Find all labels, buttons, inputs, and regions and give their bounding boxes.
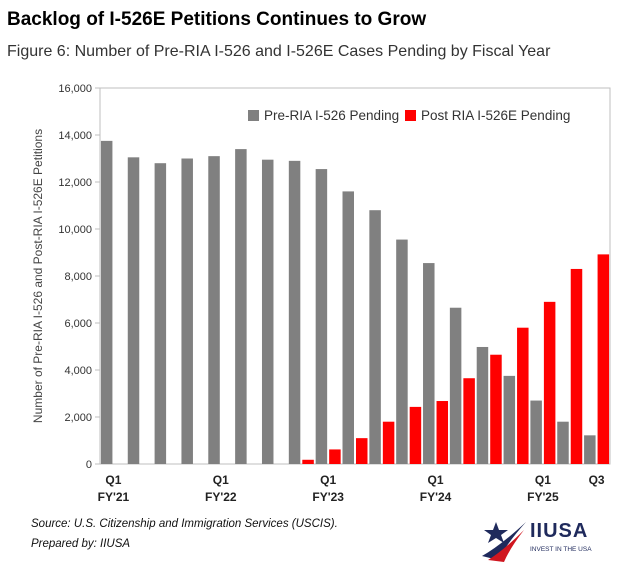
pre-ria-bar [288,160,301,464]
pre-ria-bar [342,191,354,464]
prepared-by-note: Prepared by: IIUSA [31,538,131,550]
logo-wordmark: IIUSA [530,520,589,542]
y-tick-label: 0 [86,459,92,471]
post-ria-bar [382,421,395,464]
y-tick-label: 10,000 [58,224,92,236]
post-ria-bar [463,378,475,464]
pre-ria-bar [476,346,489,464]
post-ria-bar [517,327,529,464]
pre-ria-bar [154,163,167,464]
post-ria-bar [302,459,314,464]
post-ria-bar [490,354,502,464]
post-ria-bar [543,301,556,464]
pre-ria-bar [449,307,462,464]
pre-ria-bar [208,156,220,464]
y-axis-label: Number of Pre-RIA I-526 and Post-RIA I-5… [31,129,45,423]
pre-ria-bar [235,149,247,464]
chart-headline: Backlog of I-526E Petitions Continues to… [7,9,427,30]
source-note: Source: U.S. Citizenship and Immigration… [31,518,338,530]
post-ria-bar [570,268,583,464]
pre-ria-bar [369,210,381,464]
x-tick-label: Q1 [535,473,551,487]
y-tick-label: 12,000 [58,177,92,189]
y-tick-label: 2,000 [64,412,92,424]
x-tick-label: Q1 [320,473,336,487]
pre-ria-bar [423,263,435,464]
star-swoosh-icon [482,522,526,562]
y-tick-label: 14,000 [58,130,92,142]
y-tick-label: 4,000 [64,365,92,377]
post-ria-bar [597,254,610,464]
pre-ria-bar [127,157,140,464]
post-ria-bar [436,401,449,464]
figure-caption: Figure 6: Number of Pre-RIA I-526 and I-… [7,43,551,60]
logo-tagline: INVEST IN THE USA [530,546,592,553]
pre-ria-bar [503,375,516,464]
chart-container: 0 2,000 4,000 6,000 8,000 10,000 12,000 14,000 1… [0,75,625,515]
y-tick-label: 16,000 [58,83,92,95]
pre-ria-bar [530,400,542,464]
pre-ria-bar [261,159,274,465]
legend-label-pre-ria: Pre-RIA I-526 Pending [264,108,399,123]
x-tick-label-year: FY'21 [98,490,130,504]
pre-ria-bar [396,239,408,464]
x-tick-label: Q3 [589,473,605,487]
y-tick-label: 6,000 [64,318,92,330]
post-ria-bar [329,449,341,464]
bar-chart: 0 2,000 4,000 6,000 8,000 10,000 12,000 14,000 1… [31,83,611,504]
pre-ria-bar [584,435,596,464]
post-ria-bar [356,438,368,464]
post-ria-bar [409,406,422,464]
x-tick-label-year: FY'24 [420,490,452,504]
y-tick-label: 8,000 [64,271,92,283]
pre-ria-bar [315,169,328,464]
legend-swatch-pre-ria [248,110,259,121]
pre-ria-bar [100,140,113,464]
x-tick-label: Q1 [213,473,229,487]
x-tick-label-year: FY'22 [205,490,237,504]
x-tick-label: Q1 [105,473,121,487]
x-tick-label-year: FY'23 [312,490,344,504]
x-tick-label: Q1 [428,473,444,487]
pre-ria-bar [557,421,569,464]
legend-label-post-ria: Post RIA I-526E Pending [421,108,570,123]
pre-ria-bar [181,158,193,464]
legend-swatch-post-ria [405,110,416,121]
iiusa-logo: IIUSA INVEST IN THE USA [478,514,618,564]
x-tick-label-year: FY'25 [527,490,559,504]
